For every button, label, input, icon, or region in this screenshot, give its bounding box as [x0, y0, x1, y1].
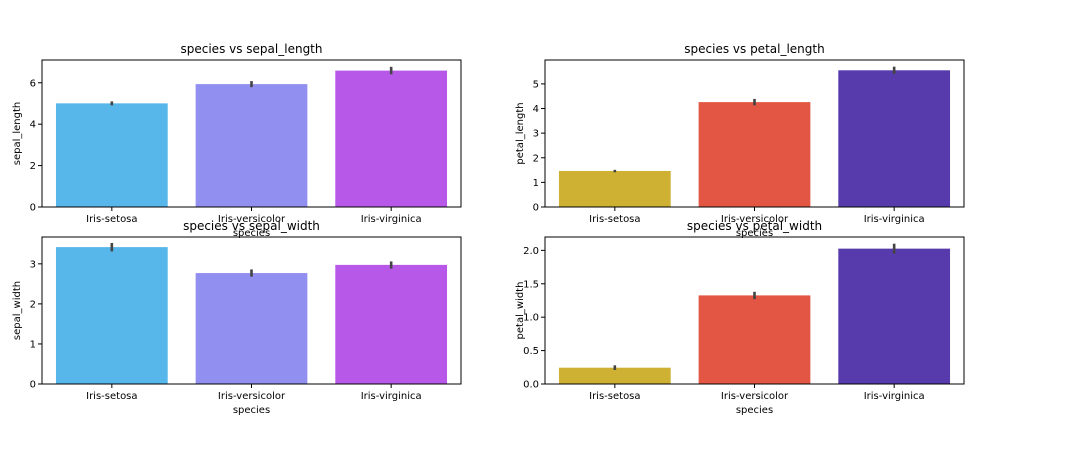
y-tick-label: 4: [533, 104, 539, 115]
chart-title: species vs petal_width: [687, 219, 822, 233]
bar-iris-setosa: [558, 367, 671, 384]
y-tick-label: 1.5: [523, 279, 539, 290]
x-tick-label: Iris-virginica: [864, 214, 925, 225]
x-axis-label: species: [736, 228, 773, 239]
y-tick-label: 1: [533, 178, 539, 189]
y-tick-label: 0: [533, 203, 539, 214]
y-tick-label: 2.0: [523, 246, 539, 257]
y-tick-label: 0.0: [523, 380, 539, 391]
x-tick-label: Iris-setosa: [589, 214, 640, 225]
x-tick-label: Iris-setosa: [86, 214, 137, 225]
subplot-1: 0 2 4 6 Iris-setosa Iris-versicolor Iris-virgi…: [12, 42, 462, 239]
chart-title: species vs petal_length: [684, 42, 824, 56]
bar-iris-virginica: [838, 248, 951, 384]
y-axis-label: petal_width: [515, 282, 526, 340]
bar-iris-virginica: [335, 70, 448, 208]
bar-iris-versicolor: [195, 84, 308, 207]
bar-iris-virginica: [335, 264, 448, 384]
y-tick-label: 3: [533, 129, 539, 140]
y-tick-label: 2: [30, 299, 36, 310]
y-tick-label: 3: [30, 259, 36, 270]
x-axis-label: species: [233, 228, 270, 239]
x-tick-label: Iris-versicolor: [218, 391, 286, 402]
y-axis-label: sepal_width: [12, 281, 23, 340]
bar-iris-setosa: [558, 170, 671, 207]
y-tick-label: 6: [30, 78, 36, 89]
x-axis-label: species: [233, 405, 270, 416]
y-tick-label: 1.0: [523, 313, 539, 324]
y-tick-label: 0: [30, 203, 36, 214]
y-tick-label: 1: [30, 339, 36, 350]
bar-iris-setosa: [55, 103, 168, 207]
x-tick-label: Iris-setosa: [86, 391, 137, 402]
y-tick-label: 2: [533, 153, 539, 164]
chart-title: species vs sepal_width: [183, 219, 320, 233]
bar-iris-setosa: [55, 247, 168, 384]
bar-iris-virginica: [838, 70, 951, 207]
subplot-2: 0 1 2 3 4 5 Iris-setosa Iris-versicolor Iris-vir…: [515, 42, 965, 239]
y-tick-label: 5: [533, 79, 539, 90]
y-axis-label: sepal_length: [12, 102, 23, 166]
x-tick-label: Iris-versicolor: [721, 391, 789, 402]
x-tick-label: Iris-virginica: [361, 391, 422, 402]
bar-iris-versicolor: [195, 273, 308, 384]
y-tick-label: 0.5: [523, 346, 539, 357]
bar-iris-versicolor: [698, 295, 811, 384]
x-tick-label: Iris-versicolor: [721, 214, 789, 225]
y-tick-label: 2: [30, 161, 36, 172]
bar-iris-versicolor: [698, 102, 811, 207]
x-tick-label: Iris-virginica: [361, 214, 422, 225]
subplot-3: 0 1 2 3 Iris-setosa Iris-versicolor Iris-virgi…: [12, 219, 462, 416]
y-tick-label: 0: [30, 380, 36, 391]
subplot-4: 0.0 0.5 1.0 1.5 2.0 Iris-setosa Iris-versicolo…: [515, 219, 965, 416]
x-tick-label: Iris-versicolor: [218, 214, 286, 225]
chart-title: species vs sepal_length: [181, 42, 323, 56]
x-tick-label: Iris-setosa: [589, 391, 640, 402]
x-tick-label: Iris-virginica: [864, 391, 925, 402]
y-tick-label: 4: [30, 120, 36, 131]
x-axis-label: species: [736, 405, 773, 416]
y-axis-label: petal_length: [515, 102, 526, 164]
